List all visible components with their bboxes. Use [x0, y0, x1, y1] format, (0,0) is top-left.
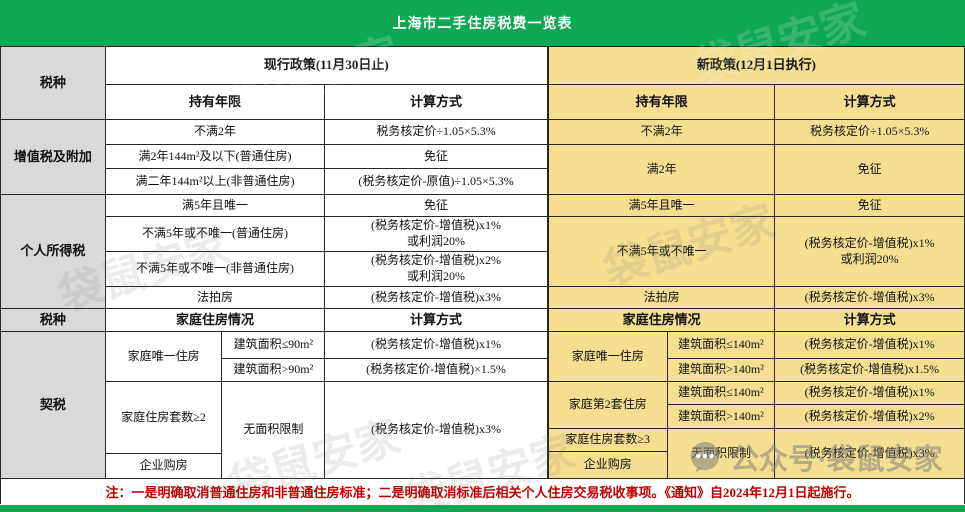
- cur-deed-calc-0: (税务核定价-增值税)x1%: [324, 331, 548, 359]
- cur-pit-label: 个人所得税: [0, 194, 106, 309]
- cur-pit-calc-1: (税务核定价-增值税)x1% 或利润20%: [324, 216, 548, 252]
- new-deed-area-1: 建筑面积>140m²: [666, 358, 776, 382]
- cur-vat-calc-0: 税务核定价÷1.05×5.3%: [324, 119, 548, 145]
- new-deed-area-3: 建筑面积>140m²: [666, 404, 776, 429]
- cur-vat-cond-2: 满二年144m²以上(非普通住房): [104, 168, 326, 195]
- new-policy-table: 新政策(12月1日执行) 持有年限 计算方式 不满2年 税务核定价÷1.05×5…: [547, 46, 965, 479]
- cur-deed-taxtype-header: 税种: [0, 308, 106, 332]
- new-family-header: 家庭住房情况: [547, 308, 776, 332]
- cur-pit-cond-3: 法拍房: [104, 286, 326, 309]
- new-vat-calc-0: 税务核定价÷1.05×5.3%: [774, 119, 965, 145]
- cur-holding-header: 持有年限: [104, 84, 326, 120]
- cur-vat-calc-1: 免征: [324, 144, 548, 169]
- new-deed-nolimit: 无面积限制: [666, 428, 776, 479]
- cur-vat-calc-2: (税务核定价-原值)÷1.05×5.3%: [324, 168, 548, 195]
- cur-pit-cond-1: 不满5年或不唯一(普通住房): [104, 216, 326, 252]
- cur-pit-cond-0: 满5年且唯一: [104, 194, 326, 217]
- new-pit-calc-2: (税务核定价-增值税)x3%: [774, 286, 965, 309]
- tables-wrapper: 税种 现行政策(11月30日止) 持有年限 计算方式 增值税及附加 不满2年 税…: [0, 46, 965, 479]
- new-pit-cond-0: 满5年且唯一: [547, 194, 776, 217]
- new-pit-cond-1: 不满5年或不唯一: [547, 216, 776, 287]
- new-pit-cond-2: 法拍房: [547, 286, 776, 309]
- cur-deed-corp: 企业购房: [104, 453, 223, 479]
- new-deed-calc-3: (税务核定价-增值税)x2%: [774, 404, 965, 429]
- cur-pit-calc-0: 免征: [324, 194, 548, 217]
- new-holding-header: 持有年限: [547, 84, 776, 120]
- new-deed-area-2: 建筑面积≤140m²: [666, 381, 776, 405]
- cur-deed-calc-1: (税务核定价-增值税)×1.5%: [324, 358, 548, 382]
- new-deed-calc-1: (税务核定价-增值税)x1.5%: [774, 358, 965, 382]
- new-pit-calc-1: (税务核定价-增值税)x1% 或利润20%: [774, 216, 965, 287]
- new-vat-calc-1: 免征: [774, 144, 965, 195]
- cur-deed-multi: 家庭住房套数≥2: [104, 381, 223, 454]
- cur-deed-nolimit: 无面积限制: [221, 381, 326, 479]
- cur-deed-label: 契税: [0, 331, 106, 479]
- new-pit-calc-0: 免征: [774, 194, 965, 217]
- page-title: 上海市二手住房税费一览表: [0, 0, 965, 46]
- new-deed-multi-calc: (税务核定价-增值税)x3%: [774, 428, 965, 479]
- new-deed-unique: 家庭唯一住房: [547, 331, 668, 382]
- footnote: 注：一是明确取消普通住房和非普通住房标准；二是明确取消标准后相关个人住房交易税收…: [0, 479, 965, 504]
- new-deed-calc-2: (税务核定价-增值税)x1%: [774, 381, 965, 405]
- cur-pit-cond-2: 不满5年或不唯一(非普通住房): [104, 251, 326, 287]
- cur-deed-unique: 家庭唯一住房: [104, 331, 223, 382]
- cur-vat-cond-1: 满2年144m²及以下(普通住房): [104, 144, 326, 169]
- new-deed-calc-0: (税务核定价-增值税)x1%: [774, 331, 965, 359]
- new-policy-header: 新政策(12月1日执行): [547, 46, 965, 85]
- current-policy-table: 税种 现行政策(11月30日止) 持有年限 计算方式 增值税及附加 不满2年 税…: [0, 46, 548, 479]
- new-deed-second: 家庭第2套住房: [547, 381, 668, 429]
- cur-vat-cond-0: 不满2年: [104, 119, 326, 145]
- cur-deed-multi-calc: (税务核定价-增值税)x3%: [324, 381, 548, 479]
- cur-pit-calc-2: (税务核定价-增值税)x2% 或利润20%: [324, 251, 548, 287]
- cur-deed-area-0: 建筑面积≤90m²: [221, 331, 326, 359]
- new-vat-cond-1: 满2年: [547, 144, 776, 195]
- cur-calc-header: 计算方式: [324, 84, 548, 120]
- new-deed-calc-header: 计算方式: [774, 308, 965, 332]
- new-deed-area-0: 建筑面积≤140m²: [666, 331, 776, 359]
- new-vat-cond-0: 不满2年: [547, 119, 776, 145]
- cur-deed-area-1: 建筑面积>90m²: [221, 358, 326, 382]
- cur-vat-label: 增值税及附加: [0, 119, 106, 195]
- cur-tax-type-header: 税种: [0, 46, 106, 120]
- new-calc-header: 计算方式: [774, 84, 965, 120]
- cur-family-header: 家庭住房情况: [104, 308, 326, 332]
- new-deed-corp: 企业购房: [547, 451, 668, 479]
- new-deed-multi: 家庭住房套数≥3: [547, 428, 668, 452]
- cur-deed-calc-header: 计算方式: [324, 308, 548, 332]
- cur-pit-calc-3: (税务核定价-增值税)x3%: [324, 286, 548, 309]
- cur-policy-header: 现行政策(11月30日止): [104, 46, 548, 85]
- bottom-green-bar: [0, 505, 965, 512]
